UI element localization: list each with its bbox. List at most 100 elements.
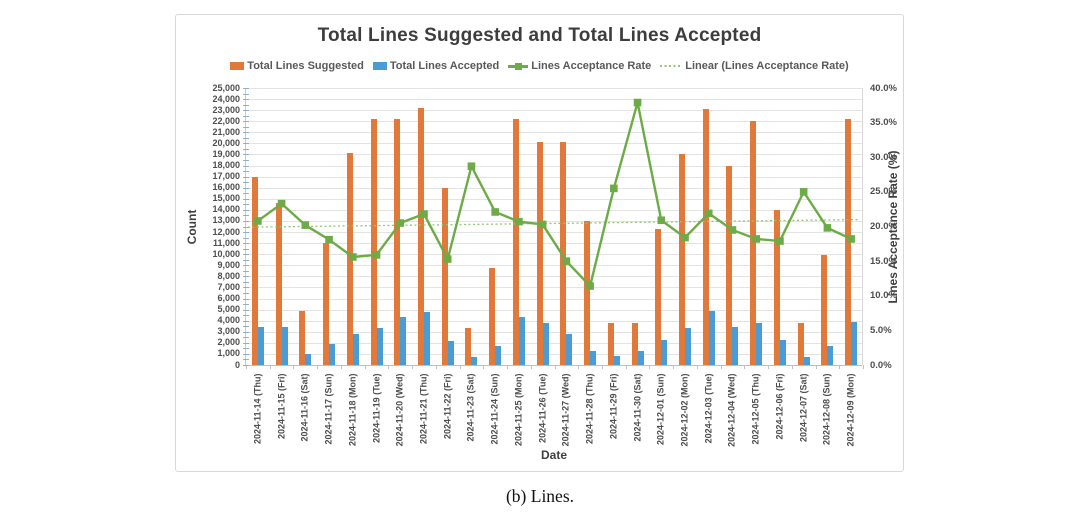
- gridline: [246, 331, 862, 333]
- y-tick-label-left: 21,000: [212, 126, 240, 137]
- acceptance-rate-marker: [348, 253, 357, 261]
- x-tick-label: 2024-11-14 (Thu): [252, 373, 263, 445]
- chart-legend: Total Lines Suggested Total Lines Accepte…: [176, 60, 903, 72]
- left-axis-tick: [243, 326, 249, 328]
- left-axis-tick: [243, 182, 249, 184]
- acceptance-rate-marker: [396, 219, 405, 227]
- chart-title: Total Lines Suggested and Total Lines Ac…: [317, 25, 762, 46]
- gridline: [246, 309, 862, 311]
- x-tick-label: 2024-12-09 (Mon): [845, 373, 856, 447]
- gridline: [246, 298, 862, 300]
- left-axis-tick: [243, 104, 249, 106]
- left-axis-tick: [243, 132, 249, 134]
- left-axis-tick: [243, 99, 249, 101]
- x-tick-label: 2024-11-29 (Fri): [608, 373, 619, 440]
- gridline: [246, 88, 862, 89]
- x-tick-label: 2024-11-18 (Mon): [347, 373, 358, 447]
- bar-total-lines-suggested: [465, 328, 472, 365]
- left-axis-tick: [243, 176, 249, 178]
- left-axis-tick: [243, 309, 249, 311]
- bar-total-lines-accepted: [566, 333, 573, 365]
- y-tick-label-left: 7,000: [217, 281, 240, 292]
- gridline: [246, 287, 862, 289]
- gridline: [246, 209, 862, 211]
- y-tick-label-left: 1,000: [217, 348, 240, 359]
- x-tick-label: 2024-11-27 (Wed): [560, 373, 571, 447]
- figure-caption: (b) Lines.: [505, 486, 575, 506]
- left-axis-tick: [243, 215, 249, 217]
- bar-total-lines-accepted: [423, 311, 430, 365]
- left-axis-tick: [243, 193, 249, 195]
- x-tick-label: 2024-11-25 (Mon): [513, 373, 524, 447]
- bar-total-lines-accepted: [400, 317, 407, 365]
- acceptance-rate-marker: [799, 188, 808, 196]
- x-axis-tick: [673, 365, 675, 369]
- bar-total-lines-suggested: [299, 310, 306, 365]
- gridline: [246, 176, 862, 178]
- bar-total-lines-accepted: [257, 327, 264, 365]
- x-tick-label: 2024-11-19 (Tue): [371, 373, 382, 443]
- left-axis-tick: [243, 359, 249, 361]
- y-tick-label-left: 11,000: [212, 237, 240, 248]
- left-axis-tick: [243, 121, 249, 123]
- bar-total-lines-accepted: [447, 340, 454, 365]
- x-tick-label: 2024-12-08 (Sun): [821, 373, 832, 446]
- legend-label: Linear (Lines Acceptance Rate): [685, 60, 849, 72]
- x-tick-label: 2024-11-24 (Sun): [489, 373, 500, 445]
- legend-item: Total Lines Suggested: [230, 60, 364, 72]
- bar-total-lines-accepted: [803, 357, 810, 365]
- x-axis-tick: [720, 365, 722, 369]
- x-tick-label: 2024-11-28 (Thu): [584, 373, 595, 445]
- left-axis-tick: [243, 137, 249, 139]
- left-axis-tick: [243, 143, 249, 145]
- bar-total-lines-suggested: [584, 220, 591, 365]
- x-axis-tick: [293, 365, 295, 369]
- acceptance-rate-marker: [491, 208, 499, 216]
- left-axis-tick: [243, 348, 249, 350]
- bar-total-lines-suggested: [679, 154, 686, 365]
- legend-item: Total Lines Accepted: [372, 60, 499, 72]
- bar-total-lines-suggested: [773, 209, 780, 365]
- bar-total-lines-suggested: [323, 243, 330, 365]
- x-tick-label: 2024-12-05 (Thu): [750, 373, 761, 445]
- x-tick-label: 2024-12-06 (Fri): [774, 373, 785, 440]
- left-axis-tick: [243, 126, 249, 128]
- acceptance-rate-marker: [776, 237, 784, 245]
- bar-total-lines-accepted: [732, 327, 739, 365]
- x-tick-label: 2024-11-16 (Sat): [299, 373, 310, 442]
- y-tick-label-left: 17,000: [212, 171, 240, 182]
- acceptance-rate-marker: [752, 235, 761, 243]
- y-tick-label-left: 16,000: [212, 182, 240, 193]
- acceptance-rate-marker: [586, 282, 594, 290]
- y-tick-label-left: 12,000: [212, 226, 240, 237]
- left-axis-tick: [243, 198, 249, 200]
- rate-line-layer: [247, 98, 861, 290]
- legend-label: Total Lines Suggested: [247, 60, 364, 72]
- y-tick-label-left: 3,000: [217, 326, 240, 337]
- y-tick-label-left: 4,000: [217, 315, 240, 326]
- bar-total-lines-suggested: [631, 322, 638, 365]
- acceptance-rate-marker: [610, 184, 618, 193]
- bar-total-lines-suggested: [370, 119, 377, 365]
- x-axis-tick: [601, 365, 603, 369]
- x-axis-tick: [863, 365, 864, 369]
- suggested-series-swatch: [230, 62, 245, 70]
- left-axis-tick: [243, 165, 249, 167]
- bar-total-lines-accepted: [756, 322, 763, 365]
- y-tick-label-left: 14,000: [212, 204, 240, 215]
- x-axis-tick: [364, 365, 366, 369]
- y-tick-label-left: 6,000: [217, 293, 240, 304]
- y-tick-label-right: 40.0%: [870, 82, 897, 94]
- left-axis-tick: [243, 259, 249, 261]
- left-axis-tick: [243, 281, 249, 283]
- left-axis-tick: [243, 287, 249, 289]
- bar-total-lines-accepted: [613, 356, 620, 365]
- acceptance-rate-marker: [657, 216, 666, 225]
- left-axis-tick: [243, 265, 249, 267]
- bar-total-lines-suggested: [417, 107, 424, 365]
- y-tick-label-left: 15,000: [212, 193, 240, 204]
- x-axis-tick: [578, 365, 580, 369]
- left-axis-tick: [243, 320, 249, 322]
- left-axis-tick: [243, 93, 249, 95]
- gridline: [246, 132, 862, 134]
